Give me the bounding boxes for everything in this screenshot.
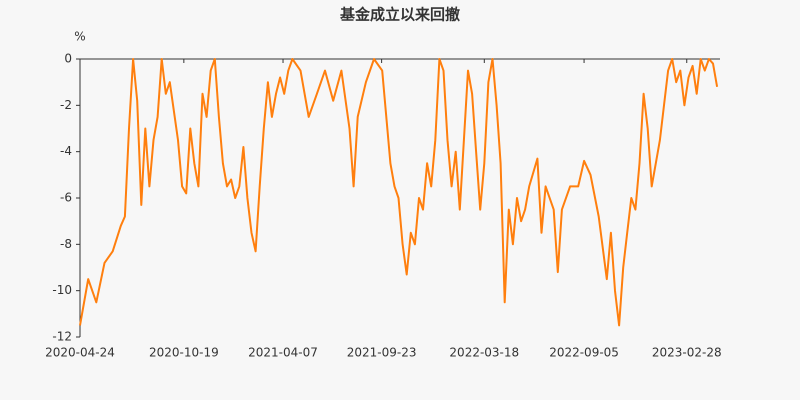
y-tick-label: -6 — [60, 191, 72, 205]
x-tick-label: 2020-10-19 — [149, 346, 219, 360]
x-tick-label: 2021-09-23 — [347, 346, 417, 360]
line — [79, 58, 719, 327]
x-tick-label: 2023-02-28 — [652, 346, 722, 360]
x-tick-label: 2022-09-05 — [549, 346, 619, 360]
y-tick-label: -8 — [60, 237, 72, 251]
y-tick-label: 0 — [64, 52, 72, 66]
chart-title: 基金成立以来回撤 — [339, 6, 460, 24]
y-unit: % — [74, 30, 85, 44]
y-tick-label: -4 — [60, 144, 72, 158]
y-tick-label: -2 — [60, 98, 72, 112]
y-tick-label: -12 — [52, 330, 72, 344]
x-tick-label: 2021-04-07 — [248, 346, 318, 360]
y-tick-label: -10 — [52, 283, 72, 297]
x-tick-label: 2022-03-18 — [449, 346, 519, 360]
x-tick-label: 2020-04-24 — [45, 346, 115, 360]
